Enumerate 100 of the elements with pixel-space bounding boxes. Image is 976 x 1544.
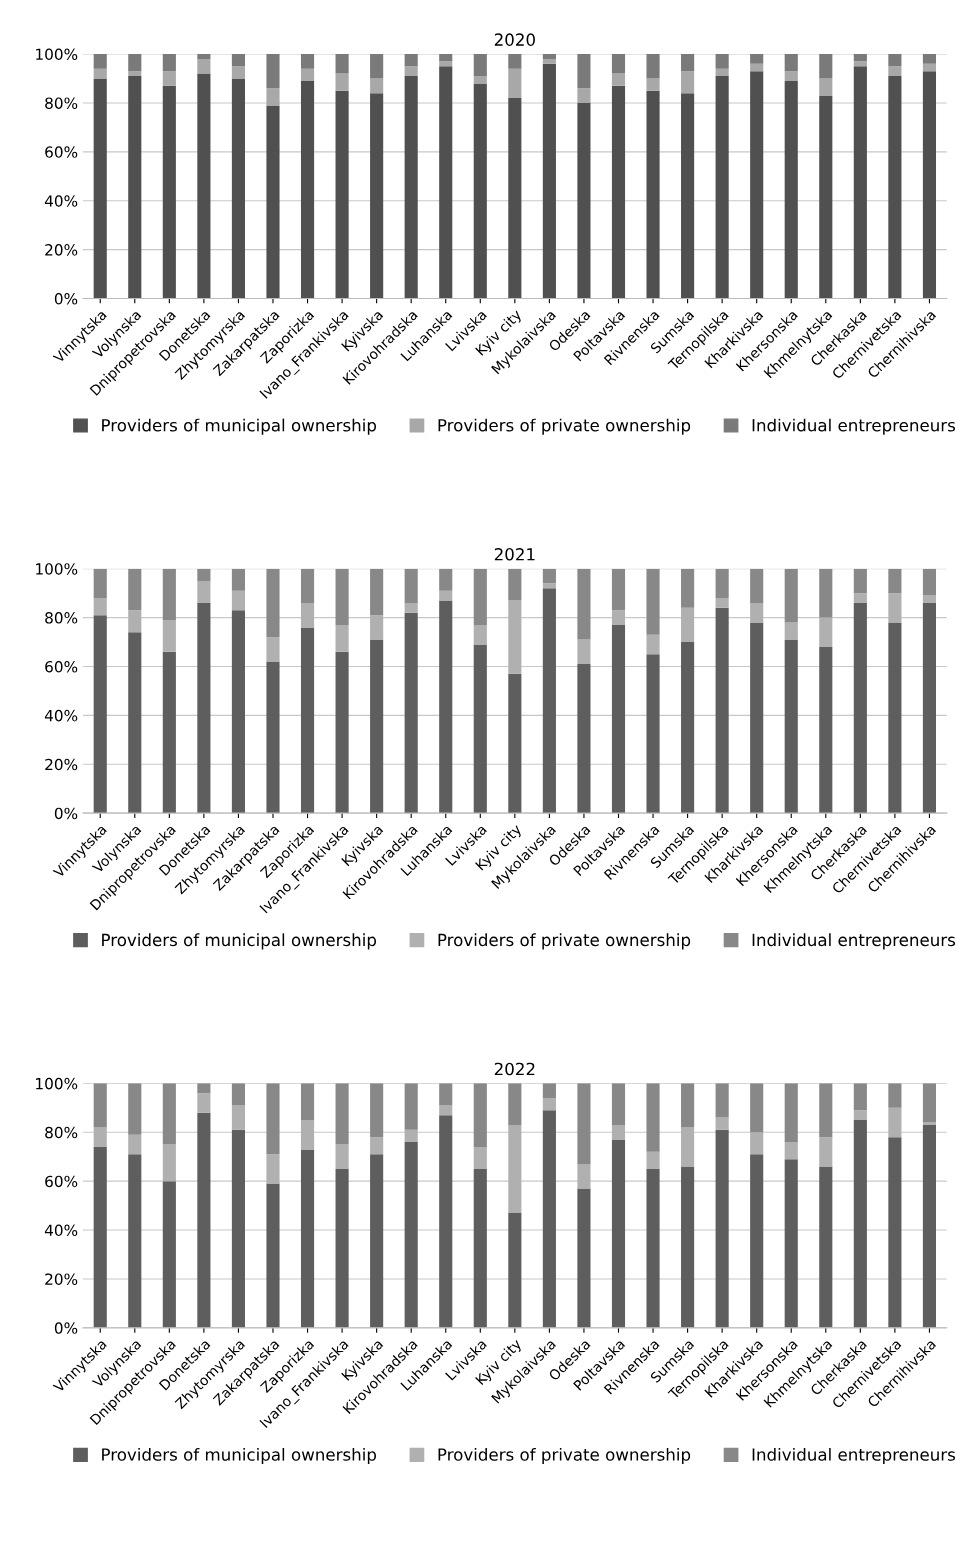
legend-label: Providers of private ownership: [438, 933, 691, 950]
bar: [819, 646, 833, 814]
bar: [888, 66, 902, 77]
bar: [681, 642, 695, 814]
legend-label: Providers of private ownership: [438, 418, 691, 435]
bar: [335, 54, 349, 74]
bar: [93, 598, 107, 616]
bar: [922, 595, 937, 603]
bar: [231, 610, 245, 814]
bar: [197, 1083, 211, 1094]
bar: [577, 54, 591, 89]
bar: [646, 1168, 660, 1328]
bar: [439, 66, 453, 299]
bar: [162, 1181, 176, 1328]
bar: [542, 1083, 556, 1099]
bar: [577, 568, 591, 640]
bar: [93, 68, 107, 79]
y-tick-label: 0%: [54, 807, 78, 820]
bar: [888, 54, 902, 67]
bar: [577, 102, 591, 299]
bar: [473, 568, 487, 625]
bar: [750, 1154, 764, 1328]
bar: [128, 1154, 142, 1328]
bar: [646, 1083, 660, 1152]
bar: [370, 568, 384, 616]
bar: [888, 1083, 902, 1108]
bar: [853, 61, 867, 67]
bar: [128, 1083, 142, 1135]
bar: [300, 1083, 315, 1121]
bar: [93, 1146, 107, 1328]
bar: [370, 1083, 384, 1138]
bar: [335, 568, 349, 625]
bar: [784, 80, 798, 299]
bar: [611, 1083, 626, 1125]
bar: [611, 624, 626, 814]
bar: [404, 1083, 418, 1130]
bar: [404, 1142, 418, 1328]
bar: [819, 617, 833, 647]
bar: [404, 1129, 418, 1143]
bar: [197, 602, 211, 814]
bar: [853, 568, 867, 594]
bar: [888, 1107, 902, 1138]
bar: [922, 1124, 937, 1328]
y-tick-label: 40%: [44, 1224, 78, 1237]
bar: [439, 54, 453, 62]
bar: [231, 1105, 245, 1130]
bar: [162, 1083, 176, 1145]
bar: [784, 622, 798, 640]
bar: [300, 1120, 315, 1150]
bar: [888, 622, 902, 814]
bar: [508, 1212, 522, 1328]
bar: [853, 66, 867, 299]
bar: [508, 600, 522, 674]
bar: [784, 1083, 798, 1143]
bar: [715, 598, 729, 608]
bar: [681, 54, 695, 72]
bar: [197, 580, 211, 603]
bar: [266, 54, 280, 89]
bar: [715, 568, 729, 599]
bar: [922, 71, 937, 299]
bar: [888, 593, 902, 623]
y-tick-label: 60%: [45, 146, 78, 158]
bar: [231, 78, 245, 299]
bar: [370, 615, 384, 640]
bar: [611, 568, 626, 611]
bar: [335, 624, 349, 652]
bar: [231, 54, 245, 67]
bar: [266, 105, 280, 299]
bar: [473, 1168, 487, 1328]
bar: [404, 602, 418, 613]
bar: [853, 602, 867, 814]
bar: [473, 76, 487, 84]
bar: [266, 1154, 280, 1184]
y-tick-label: 60%: [45, 1175, 78, 1188]
bar: [819, 1083, 833, 1138]
bar: [819, 1166, 833, 1328]
bar: [922, 63, 937, 72]
bar: [266, 568, 280, 638]
bar: [888, 1137, 902, 1328]
bar: [542, 58, 556, 64]
legend-label: Providers of private ownership: [438, 1447, 691, 1465]
bar: [300, 54, 315, 69]
bar: [646, 1151, 660, 1169]
bar: [715, 54, 729, 69]
bar: [542, 54, 556, 59]
bar: [300, 68, 315, 81]
bar: [922, 1122, 937, 1125]
bar: [197, 1093, 211, 1113]
bar: [853, 54, 867, 62]
legend-label: Individual entrepreneurs: [752, 418, 956, 435]
bar: [611, 1124, 626, 1140]
bar: [922, 54, 937, 64]
bar: [162, 620, 176, 652]
bar: [439, 568, 453, 591]
bar: [439, 1083, 453, 1106]
bar: [646, 54, 660, 79]
bar: [93, 568, 107, 599]
bar: [853, 593, 867, 603]
bar: [784, 1142, 798, 1160]
bar: [715, 76, 729, 299]
